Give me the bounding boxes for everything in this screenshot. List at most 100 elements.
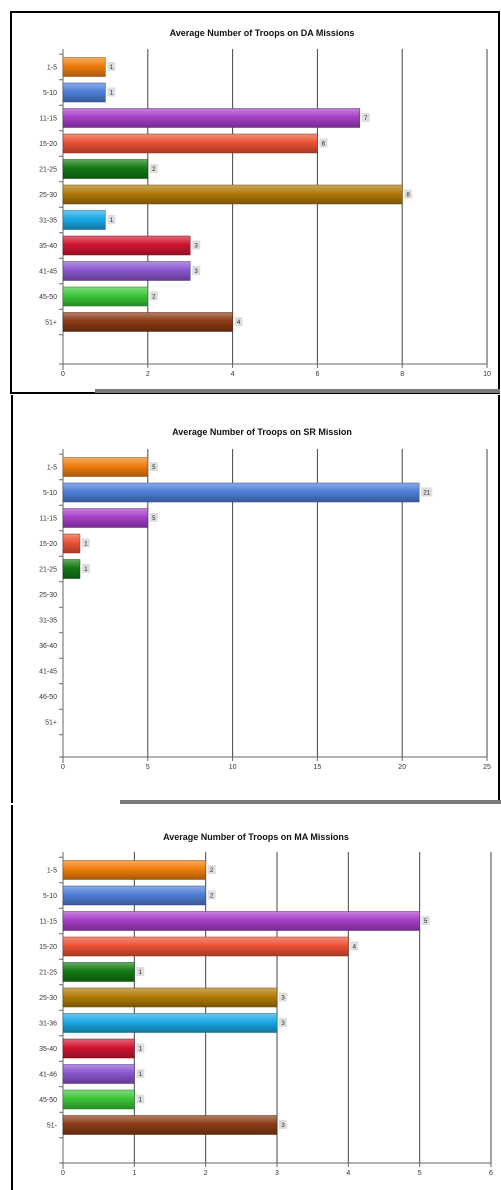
bar <box>62 286 149 307</box>
data-label-background <box>149 291 158 301</box>
data-label: 1 <box>139 1047 143 1053</box>
bar <box>62 108 361 128</box>
data-label: 3 <box>281 1123 285 1129</box>
plot-area: 0 2 4 6 8 10 1-5 1 5-10 1 11-15 7 15-20 6 21-25 2 25-30 8… <box>39 49 491 378</box>
x-tick-label: 0 <box>61 764 65 771</box>
data-label: 3 <box>195 269 199 275</box>
data-label: 5 <box>152 465 156 471</box>
x-tick-label: 5 <box>418 1170 422 1177</box>
chart-title: Average Number of Troops on MA Missions <box>163 832 349 842</box>
bar <box>62 936 349 957</box>
bar <box>62 159 149 179</box>
x-tick-label: 15 <box>314 764 322 771</box>
x-tick-label: 2 <box>204 1170 208 1177</box>
x-tick-label: 4 <box>231 371 235 378</box>
data-label-background <box>81 538 90 548</box>
data-label-background <box>279 1018 287 1027</box>
bar <box>62 508 149 528</box>
data-label-background <box>361 113 370 122</box>
plot-area: 0 1 2 3 4 5 6 1-5 2 5-10 2 11-15 5 15-20 4 21-25 1 25-30 3… <box>39 852 493 1177</box>
da-missions-chart-panel: Average Number of Troops on DA Missions … <box>0 0 501 395</box>
category-label: 31-35 <box>39 618 57 625</box>
data-label: 5 <box>424 919 428 925</box>
data-label-background <box>421 487 433 497</box>
data-label: 4 <box>353 945 357 951</box>
sr-mission-chart: Average Number of Troops on SR Mission 0… <box>11 395 501 804</box>
x-tick-label: 4 <box>346 1170 350 1177</box>
category-label: 31-36 <box>39 1021 57 1028</box>
panel-divider <box>120 800 501 804</box>
bar <box>62 885 206 906</box>
bar <box>62 457 149 477</box>
category-label: 41-45 <box>39 269 57 276</box>
data-label: 4 <box>237 320 241 326</box>
data-label: 1 <box>110 65 114 71</box>
category-label: 15-20 <box>39 944 57 951</box>
bar <box>62 482 420 503</box>
data-label: 2 <box>152 295 156 301</box>
bar <box>62 133 318 154</box>
bar <box>62 1013 278 1033</box>
x-tick-label: 20 <box>398 764 406 771</box>
data-label-background <box>136 1094 145 1104</box>
category-label: 11-15 <box>40 919 57 926</box>
data-label-background <box>207 890 216 900</box>
bar <box>62 962 135 982</box>
data-label-background <box>81 564 90 573</box>
data-label: 1 <box>139 970 143 976</box>
data-label: 3 <box>281 996 285 1002</box>
data-label-background <box>192 240 201 250</box>
data-label-background <box>421 916 430 925</box>
category-label: 51+ <box>45 320 57 327</box>
x-tick-label: 2 <box>146 371 150 378</box>
data-label-background <box>149 164 158 173</box>
data-label: 2 <box>152 167 156 173</box>
data-label-background <box>350 941 359 951</box>
data-label: 7 <box>364 116 368 122</box>
bar <box>62 184 403 205</box>
sr-mission-chart-panel: Average Number of Troops on SR Mission 0… <box>0 395 501 805</box>
category-label: 25-30 <box>39 995 57 1002</box>
x-tick-label: 10 <box>229 764 237 771</box>
data-label-background <box>107 62 116 71</box>
bar <box>62 235 191 256</box>
data-label-background <box>107 215 116 224</box>
data-label: 5 <box>152 516 156 522</box>
chart-title: Average Number of Troops on DA Missions <box>170 28 355 38</box>
category-label: 11-15 <box>40 116 57 123</box>
category-label: 15-20 <box>39 541 57 548</box>
category-label: 41-46 <box>39 1072 57 1079</box>
bar <box>62 533 81 554</box>
bar <box>62 261 191 281</box>
x-tick-label: 6 <box>489 1170 493 1177</box>
data-label: 6 <box>322 142 326 148</box>
bar <box>62 1064 135 1084</box>
category-label: 21-25 <box>39 567 57 574</box>
category-label: 1-5 <box>47 868 57 875</box>
category-label: 5-10 <box>43 90 57 97</box>
bar <box>62 82 106 103</box>
bar <box>62 559 81 579</box>
x-tick-label: 0 <box>61 371 65 378</box>
data-label-background <box>149 513 158 522</box>
plot-area: 0 5 10 15 20 25 1-5 5 5-10 21 11-15 5 15-20 1 21-25 1 25… <box>39 449 491 771</box>
category-label: 25-30 <box>39 192 57 199</box>
bar <box>62 987 278 1008</box>
category-label: 35-40 <box>39 1046 57 1053</box>
data-label-background <box>319 138 328 148</box>
data-label-background <box>279 1120 287 1129</box>
data-label-background <box>192 266 201 275</box>
bar <box>62 860 206 880</box>
ma-missions-chart: Average Number of Troops on MA Missions … <box>11 805 493 1190</box>
x-tick-label: 6 <box>315 371 319 378</box>
category-label: 11-15 <box>40 516 57 523</box>
chart-title: Average Number of Troops on SR Mission <box>172 427 352 437</box>
bar <box>62 1038 135 1059</box>
x-tick-label: 5 <box>146 764 150 771</box>
data-label: 2 <box>210 894 214 900</box>
bar <box>62 312 233 332</box>
category-label: 21-25 <box>39 167 57 174</box>
data-label: 1 <box>110 91 114 97</box>
x-tick-label: 25 <box>483 764 491 771</box>
x-tick-label: 8 <box>400 371 404 378</box>
